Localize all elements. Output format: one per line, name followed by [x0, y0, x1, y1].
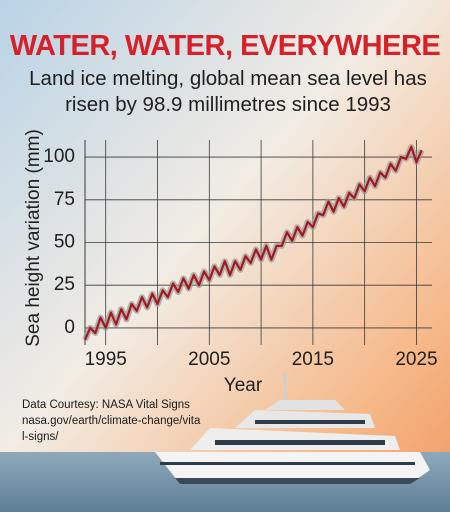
- y-tick-label: 75: [54, 189, 75, 210]
- source-label: Data Courtesy: NASA Vital Signs: [22, 399, 190, 411]
- x-axis-label: Year: [224, 375, 263, 396]
- y-tick-label: 50: [54, 232, 75, 253]
- y-axis-label: Sea height variation (mm): [23, 129, 44, 347]
- y-tick-label: 100: [43, 146, 75, 167]
- x-tick-label: 2015: [292, 349, 334, 370]
- subtitle: Land ice melting, global mean sea level …: [29, 67, 427, 116]
- x-tick-label: 2005: [188, 349, 230, 370]
- y-tick-label: 25: [54, 274, 75, 295]
- y-tick-label: 0: [64, 317, 75, 338]
- title: WATER, WATER, EVERYWHERE: [9, 30, 441, 62]
- source: Data Courtesy: NASA Vital Signs nasa.gov…: [22, 397, 202, 445]
- source-url: nasa.gov/earth/climate-change/vital-sign…: [22, 415, 201, 443]
- x-tick-label: 1995: [85, 349, 127, 370]
- x-tick-label: 2025: [395, 349, 437, 370]
- yacht: [155, 372, 430, 484]
- line: [83, 145, 423, 341]
